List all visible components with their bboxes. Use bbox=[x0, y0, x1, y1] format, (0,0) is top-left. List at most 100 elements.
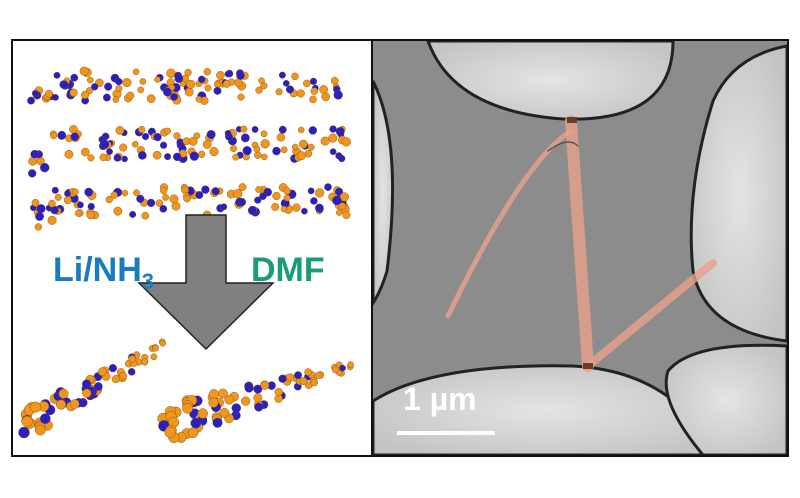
molecular-structures bbox=[18, 66, 354, 443]
atom bbox=[58, 388, 69, 399]
atom bbox=[52, 94, 59, 101]
atom bbox=[339, 192, 349, 202]
atom bbox=[301, 207, 308, 215]
atom bbox=[69, 88, 78, 97]
atom bbox=[87, 154, 95, 162]
atom bbox=[113, 153, 122, 162]
atom bbox=[35, 212, 44, 221]
atom bbox=[315, 188, 325, 198]
atom bbox=[347, 361, 354, 368]
atom bbox=[231, 403, 242, 413]
atom bbox=[233, 189, 243, 199]
atom bbox=[77, 201, 84, 209]
atom bbox=[236, 71, 245, 80]
atom bbox=[21, 415, 33, 428]
atom bbox=[139, 78, 147, 85]
atom bbox=[237, 93, 245, 101]
atom bbox=[254, 402, 264, 412]
atom bbox=[56, 399, 67, 410]
atom bbox=[159, 340, 166, 347]
atom bbox=[106, 148, 113, 155]
atom bbox=[328, 133, 338, 143]
atom bbox=[53, 71, 61, 79]
atom bbox=[129, 210, 137, 218]
atom bbox=[338, 154, 346, 163]
atom bbox=[152, 150, 162, 160]
atom bbox=[310, 197, 318, 205]
atom bbox=[126, 91, 135, 100]
atom bbox=[82, 379, 92, 389]
atom bbox=[338, 202, 347, 211]
atom bbox=[292, 203, 301, 212]
atom bbox=[315, 203, 324, 213]
atom bbox=[181, 186, 189, 195]
atom bbox=[309, 77, 318, 85]
atom bbox=[307, 143, 315, 151]
atom bbox=[40, 162, 50, 173]
atom bbox=[309, 95, 317, 104]
hole-top bbox=[426, 41, 675, 121]
atom bbox=[51, 186, 59, 194]
atom bbox=[240, 125, 248, 133]
atom bbox=[99, 139, 110, 149]
atom bbox=[230, 145, 238, 153]
atom bbox=[259, 192, 267, 200]
atom bbox=[70, 132, 79, 141]
atom bbox=[255, 186, 262, 193]
hole-left bbox=[373, 80, 395, 306]
atom bbox=[183, 194, 191, 203]
atom bbox=[90, 83, 99, 91]
tem-image-panel: 1 µm bbox=[373, 41, 787, 455]
atom bbox=[115, 126, 125, 135]
atom bbox=[241, 396, 251, 406]
atom bbox=[260, 130, 268, 138]
atom bbox=[105, 195, 113, 204]
atom bbox=[272, 146, 281, 156]
atom bbox=[81, 90, 90, 99]
atom bbox=[81, 147, 90, 157]
atom bbox=[234, 78, 243, 88]
atom bbox=[28, 156, 37, 166]
atom bbox=[193, 132, 201, 140]
atom bbox=[128, 355, 137, 363]
atom bbox=[203, 68, 212, 76]
atom bbox=[146, 198, 156, 208]
tem-image bbox=[373, 41, 787, 455]
atom bbox=[82, 388, 92, 398]
atom bbox=[274, 387, 283, 397]
atom bbox=[137, 151, 147, 160]
atom bbox=[87, 76, 94, 84]
atom bbox=[341, 137, 351, 147]
atom bbox=[173, 132, 181, 140]
atom bbox=[102, 93, 111, 102]
atom bbox=[304, 149, 313, 158]
atom bbox=[251, 126, 259, 133]
atom bbox=[28, 169, 37, 178]
down-arrow bbox=[137, 214, 275, 351]
atom bbox=[291, 72, 299, 81]
atom bbox=[296, 89, 305, 98]
atom bbox=[153, 133, 162, 142]
atom bbox=[213, 80, 221, 88]
atom bbox=[298, 139, 308, 149]
atom bbox=[297, 151, 306, 161]
atom bbox=[238, 183, 247, 192]
atom bbox=[213, 86, 222, 95]
hole-right bbox=[689, 44, 787, 343]
atom bbox=[159, 141, 168, 149]
atom bbox=[121, 189, 129, 197]
atom bbox=[45, 89, 53, 98]
atom bbox=[242, 146, 252, 156]
atom bbox=[342, 211, 351, 220]
atom bbox=[314, 371, 323, 379]
atom bbox=[31, 199, 40, 207]
atom bbox=[216, 71, 225, 80]
atom bbox=[74, 209, 82, 217]
atom bbox=[39, 413, 51, 424]
atom bbox=[137, 86, 145, 94]
scale-bar bbox=[397, 431, 495, 435]
atom bbox=[48, 199, 56, 208]
atom bbox=[280, 146, 288, 154]
atom bbox=[202, 140, 212, 149]
atom bbox=[224, 394, 235, 405]
